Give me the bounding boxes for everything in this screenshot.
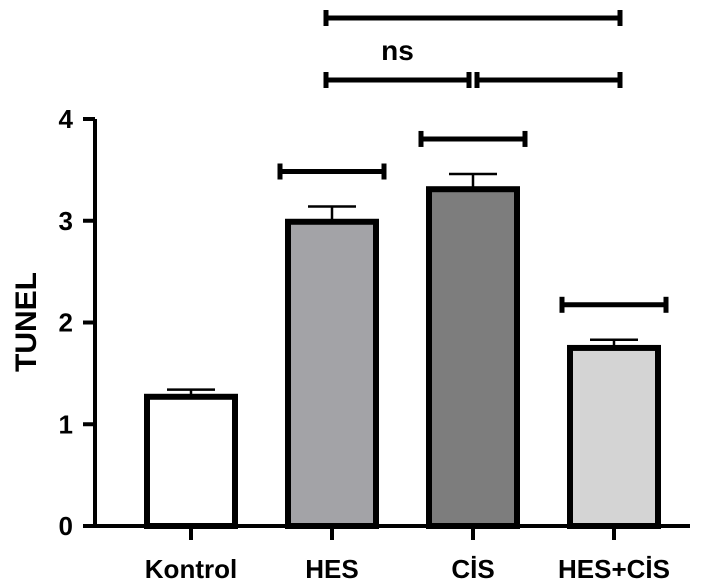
significance-label: ns <box>381 35 414 66</box>
y-axis-title: TUNEL <box>10 272 43 372</box>
bars <box>144 172 661 530</box>
axes: 0 1 2 3 4 Kontrol HES CİS HES+CİS <box>59 104 690 584</box>
x-category-label: Kontrol <box>145 554 237 584</box>
x-category-label: HES+CİS <box>558 554 670 584</box>
y-tick-label: 3 <box>59 206 73 236</box>
bar <box>285 218 379 530</box>
x-category-label: CİS <box>451 554 494 584</box>
y-tick-label: 2 <box>59 308 73 338</box>
y-tick-label: 1 <box>59 409 73 439</box>
y-tick-label: 4 <box>59 104 74 134</box>
significance-brackets: ns <box>277 10 669 313</box>
bar <box>567 344 661 529</box>
bar <box>426 186 520 530</box>
x-category-label: HES <box>305 554 358 584</box>
bar <box>144 393 238 529</box>
y-tick-label: 0 <box>59 511 73 541</box>
